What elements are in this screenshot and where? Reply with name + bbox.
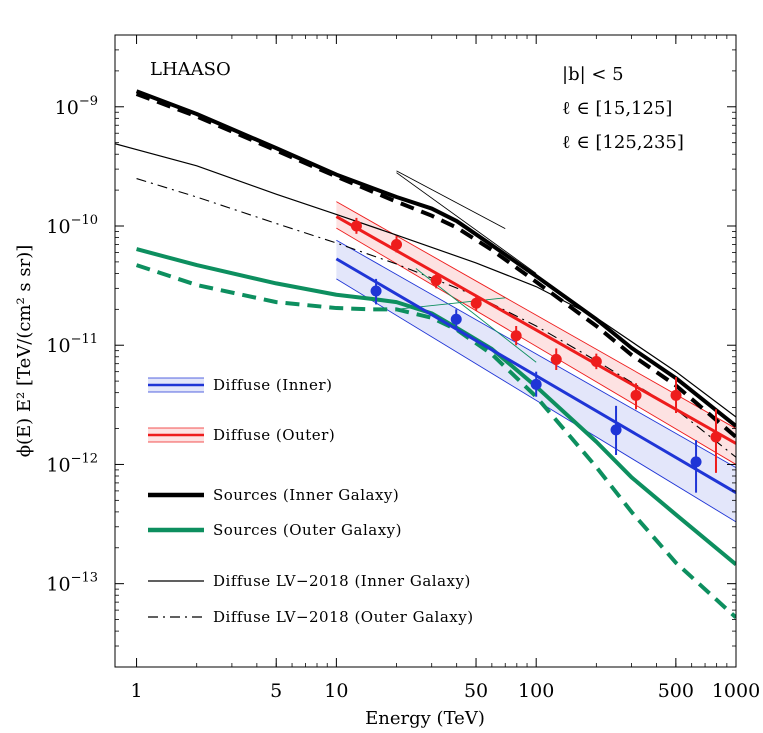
lv2018-inner-line (115, 143, 736, 418)
legend-label: Sources (Inner Galaxy) (213, 486, 399, 504)
y-tick-label: 10−13 (46, 571, 98, 596)
diffuse-inner-band-lower (336, 278, 736, 523)
legend: Diffuse (Inner) Diffuse (Outer) Sources … (148, 376, 474, 626)
legend-entry-lv-inner: Diffuse LV−2018 (Inner Galaxy) (148, 572, 471, 590)
x-tick-label: 100 (518, 680, 554, 702)
diffuse-outer-data-point (510, 330, 522, 342)
legend-entry-lv-outer: Diffuse LV−2018 (Outer Galaxy) (148, 608, 474, 626)
x-tick-label: 1 (131, 680, 143, 702)
diffuse-outer-data-point (430, 274, 442, 286)
diffuse-inner-data-point (530, 378, 542, 390)
diffuse-outer-data-point (590, 356, 602, 368)
diffuse-outer-data-point (470, 297, 482, 309)
region-outer-label: ℓ ∈ [125,235] (562, 132, 684, 153)
region-inner-label: ℓ ∈ [15,125] (562, 98, 672, 119)
legend-label: Sources (Outer Galaxy) (213, 521, 402, 539)
sources-outer-dashed-line (135, 263, 736, 620)
region-b-label: |b| < 5 (562, 64, 624, 85)
axes: 1 5 10 50 100 500 1000 10−13 10−12 10−11 10−10 10−9 (46, 34, 760, 702)
diffuse-inner-band-upper (336, 239, 736, 469)
x-tick-label: 10 (324, 680, 348, 702)
x-tick-label: 50 (464, 680, 488, 702)
plot-frame (114, 34, 737, 668)
diffuse-inner-data-point (690, 456, 702, 468)
diffuse-outer-data-point (550, 353, 562, 365)
y-tick-label: 10−10 (46, 213, 98, 238)
x-tick-label: 5 (270, 680, 282, 702)
diffuse-inner-data-point (450, 313, 462, 325)
diffuse-outer-data-point (391, 238, 403, 250)
diffuse-outer-data-point (670, 389, 682, 401)
legend-entry-diffuse-outer: Diffuse (Outer) (148, 426, 335, 444)
diffuse-outer-data-point (630, 389, 642, 401)
fit-inner-high-line (396, 172, 537, 274)
x-axis-label: Energy (TeV) (365, 708, 485, 729)
y-tick-label: 10−12 (46, 451, 98, 476)
legend-label: Diffuse (Outer) (213, 426, 335, 444)
diffuse-outer-band-lower (336, 227, 736, 465)
legend-entry-sources-inner: Sources (Inner Galaxy) (148, 486, 399, 504)
y-tick-label: 10−9 (55, 94, 98, 119)
experiment-label: LHAASO (150, 59, 231, 80)
legend-entry-diffuse-inner: Diffuse (Inner) (148, 376, 332, 394)
fit-inner-low-line (396, 170, 506, 230)
sources-inner-line (135, 89, 736, 428)
legend-label: Diffuse (Inner) (213, 376, 332, 394)
plot-area (115, 89, 736, 620)
y-axis-label: ϕ(E) E² [TeV/(cm² s sr)] (14, 245, 35, 458)
x-tick-label: 500 (658, 680, 694, 702)
legend-label: Diffuse LV−2018 (Outer Galaxy) (213, 608, 474, 626)
diffuse-outer-data-point (350, 220, 362, 232)
legend-label: Diffuse LV−2018 (Inner Galaxy) (213, 572, 471, 590)
y-tick-label: 10−11 (46, 332, 98, 357)
sources-inner-dashed-line (135, 92, 736, 439)
x-tick-label: 1000 (712, 680, 760, 702)
diffuse-inner-data-point (610, 424, 622, 436)
legend-entry-sources-outer: Sources (Outer Galaxy) (148, 521, 402, 539)
diffuse-outer-line (335, 215, 736, 445)
diffuse-outer-band-upper (336, 201, 736, 429)
diffuse-outer-data-point (710, 431, 722, 443)
diffuse-inner-data-point (370, 285, 382, 297)
